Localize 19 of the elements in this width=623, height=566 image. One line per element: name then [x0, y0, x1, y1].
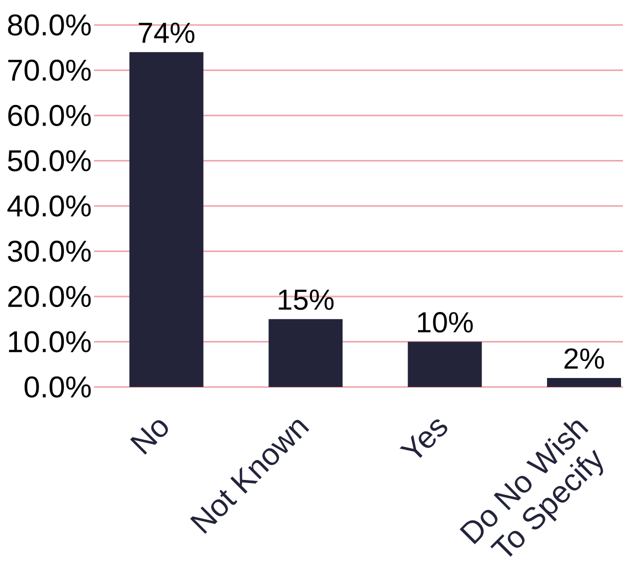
- data-label: 10%: [418, 312, 473, 333]
- y-tick-label: 60.0%: [8, 104, 91, 126]
- bar: [268, 319, 343, 387]
- bar: [547, 378, 622, 387]
- y-tick-label: 20.0%: [8, 286, 91, 308]
- y-tick-label: 40.0%: [7, 195, 91, 217]
- y-tick-label: 70.0%: [8, 60, 91, 81]
- data-label: 2%: [564, 348, 604, 369]
- y-tick-label: 80.0%: [8, 14, 91, 36]
- y-tick-label: 50.0%: [8, 150, 91, 172]
- x-tick-label: Yes: [400, 420, 448, 458]
- bar: [408, 342, 482, 387]
- x-tick-label: No: [130, 420, 168, 455]
- y-tick-label: 10.0%: [9, 331, 91, 352]
- data-label: 15%: [278, 290, 334, 310]
- y-tick-label: 30.0%: [8, 240, 91, 262]
- bar: [129, 52, 204, 387]
- y-tick-label: 0.0%: [24, 376, 91, 398]
- data-label: 74%: [138, 22, 194, 43]
